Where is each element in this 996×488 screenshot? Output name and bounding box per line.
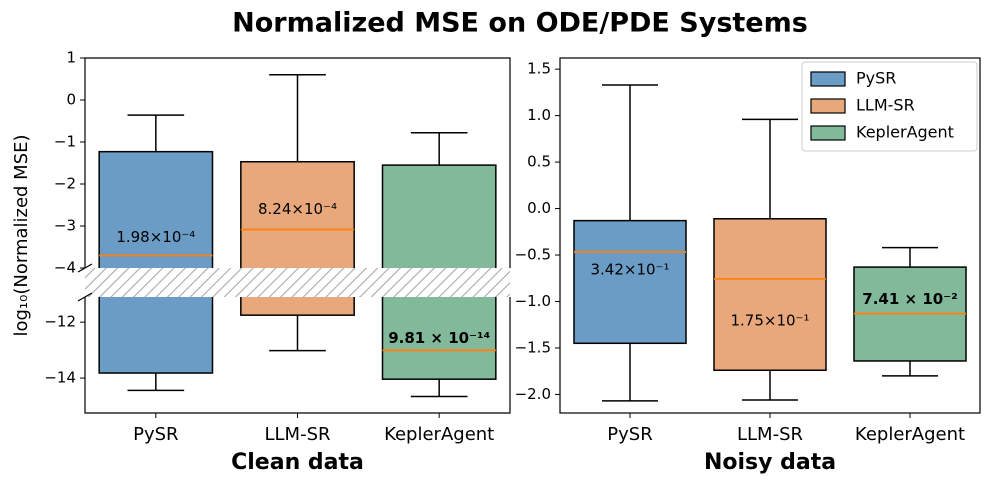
median-label: 7.41 × 10⁻² xyxy=(862,290,957,308)
y-tick-label: −1 xyxy=(54,133,76,151)
y-tick-label: 1.5 xyxy=(527,60,551,78)
box xyxy=(98,150,214,374)
x-tick-label: KeplerAgent xyxy=(384,424,494,445)
legend-label: LLM-SR xyxy=(856,96,915,115)
y-tick-label: 1 xyxy=(66,49,76,67)
legend-swatch xyxy=(810,71,846,87)
x-tick-label: PySR xyxy=(607,424,652,445)
y-tick-label: 0.5 xyxy=(527,153,551,171)
x-tick-label: LLM-SR xyxy=(264,424,330,445)
y-tick-label: 1.0 xyxy=(527,106,551,124)
x-axis-label: Clean data xyxy=(231,450,364,475)
y-tick-label: 0 xyxy=(66,91,76,109)
x-tick-label: PySR xyxy=(133,424,178,445)
y-tick-label: −12 xyxy=(44,313,76,331)
median-label: 3.42×10⁻¹ xyxy=(591,260,670,278)
y-tick-label: −1.5 xyxy=(515,338,551,356)
y-tick-label: −4 xyxy=(54,259,76,277)
legend-frame xyxy=(801,61,978,152)
break-hatch xyxy=(85,268,510,297)
y-tick-label: −0.5 xyxy=(515,246,551,264)
median-label: 9.81 × 10⁻¹⁴ xyxy=(388,329,490,347)
median-label: 1.98×10⁻⁴ xyxy=(116,228,195,246)
y-tick-label: 0.0 xyxy=(527,199,551,217)
x-tick-label: KeplerAgent xyxy=(855,424,965,445)
break-mark xyxy=(77,292,93,302)
axis-frame xyxy=(559,57,981,414)
legend-label: PySR xyxy=(856,69,896,88)
box xyxy=(713,218,827,372)
y-axis-label: log₁₀(Normalized MSE) xyxy=(11,134,32,336)
x-tick-label: LLM-SR xyxy=(737,424,803,445)
x-axis-label: Noisy data xyxy=(704,450,836,475)
figure-title: Normalized MSE on ODE/PDE Systems xyxy=(232,8,808,39)
median-label: 1.75×10⁻¹ xyxy=(731,311,810,329)
y-tick-label: −1.0 xyxy=(515,292,551,310)
y-tick-label: −2 xyxy=(54,175,76,193)
y-tick-label: −14 xyxy=(44,369,76,387)
box xyxy=(573,219,687,345)
legend-swatch xyxy=(810,125,846,141)
y-tick-label: −2.0 xyxy=(515,385,551,403)
median-label: 8.24×10⁻⁴ xyxy=(258,200,337,218)
legend-label: KeplerAgent xyxy=(856,123,954,142)
y-tick-label: −3 xyxy=(54,217,76,235)
axis-break xyxy=(77,263,510,302)
break-mark xyxy=(77,263,93,273)
axis-frame xyxy=(84,57,511,414)
legend-swatch xyxy=(810,98,846,114)
